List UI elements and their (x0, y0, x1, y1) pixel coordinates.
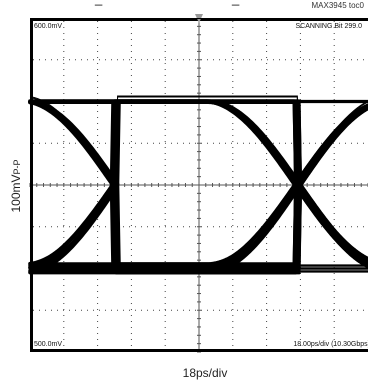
eye-trace-rise2 (28, 105, 368, 269)
screen-label-top-left: 600.0mV (34, 23, 62, 30)
eye-trace-outlier (29, 96, 368, 275)
eye-trace-outlier (29, 95, 368, 274)
eye-trace-outlier (29, 97, 368, 275)
eye-trace-outlier (29, 96, 368, 274)
clipped-top-strip: _ _ (0, 0, 368, 10)
screen-label-bottom-right: 18.00ps/div (10.30Gbps) (293, 341, 368, 348)
y-axis-label: 100mVP-P (9, 159, 23, 212)
clipped-top-right-text: _ (232, 0, 239, 6)
screen-label-top-right: SCANNING Bit 299.0 (295, 23, 362, 30)
x-axis-label: 18ps/div (182, 366, 228, 380)
clipped-top-left-text: _ (95, 0, 102, 6)
figure-id: MAX3945 toc0 (311, 1, 364, 10)
y-axis-label-main: 100mV (9, 174, 23, 213)
screen-label-bottom-left: 500.0mV (34, 341, 62, 348)
plot-frame (30, 18, 368, 352)
y-axis-label-sub: P-P (12, 159, 22, 175)
